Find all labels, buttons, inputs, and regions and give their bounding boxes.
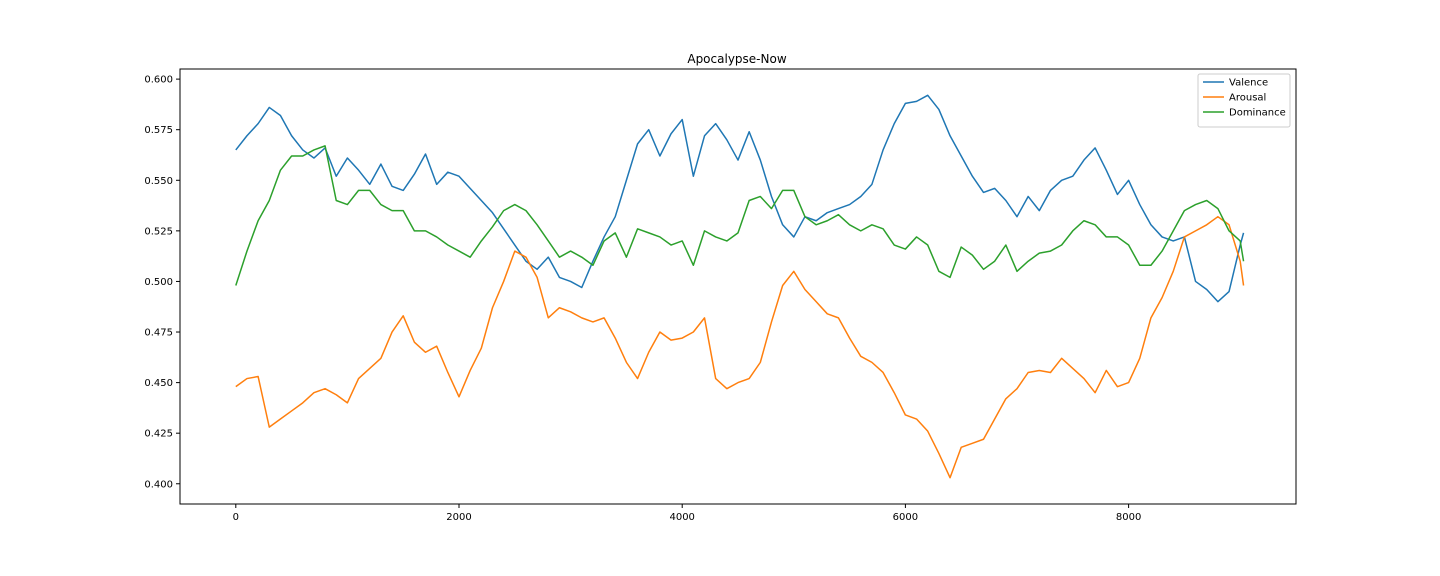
x-tick-label: 6000	[893, 512, 918, 523]
y-axis: 0.400 0.425 0.450 0.475 0.500 0.525 0.550 0.575…	[144, 75, 180, 490]
chart-title: Apocalypse-Now	[687, 52, 786, 66]
plot-frame	[179, 68, 1297, 505]
legend-label-arousal: Arousal	[1229, 93, 1266, 104]
y-tick-label: 0.475	[144, 328, 173, 339]
legend-box	[1197, 73, 1291, 128]
y-tick-label: 0.525	[144, 226, 173, 237]
y-tick-label: 0.550	[144, 176, 173, 187]
x-tick-label: 0	[233, 512, 239, 523]
y-tick-label: 0.425	[144, 429, 173, 440]
legend-label-dominance: Dominance	[1229, 108, 1286, 119]
x-tick-label: 2000	[446, 512, 471, 523]
legend: Valence Arousal Dominance	[1197, 73, 1291, 128]
y-tick-label: 0.450	[144, 378, 173, 389]
series-line-arousal	[235, 215, 1245, 479]
legend-label-valence: Valence	[1229, 78, 1268, 89]
series-line-dominance	[235, 145, 1245, 286]
y-tick-label: 0.500	[144, 277, 173, 288]
x-tick-label: 8000	[1116, 512, 1141, 523]
x-tick-label: 4000	[669, 512, 694, 523]
y-tick-label: 0.600	[144, 75, 173, 86]
y-tick-label: 0.400	[144, 479, 173, 490]
series-line-valence	[235, 94, 1245, 303]
x-axis: 0 2000 4000 6000 8000	[233, 504, 1141, 523]
y-tick-label: 0.575	[144, 125, 173, 136]
series-layer	[235, 94, 1245, 479]
